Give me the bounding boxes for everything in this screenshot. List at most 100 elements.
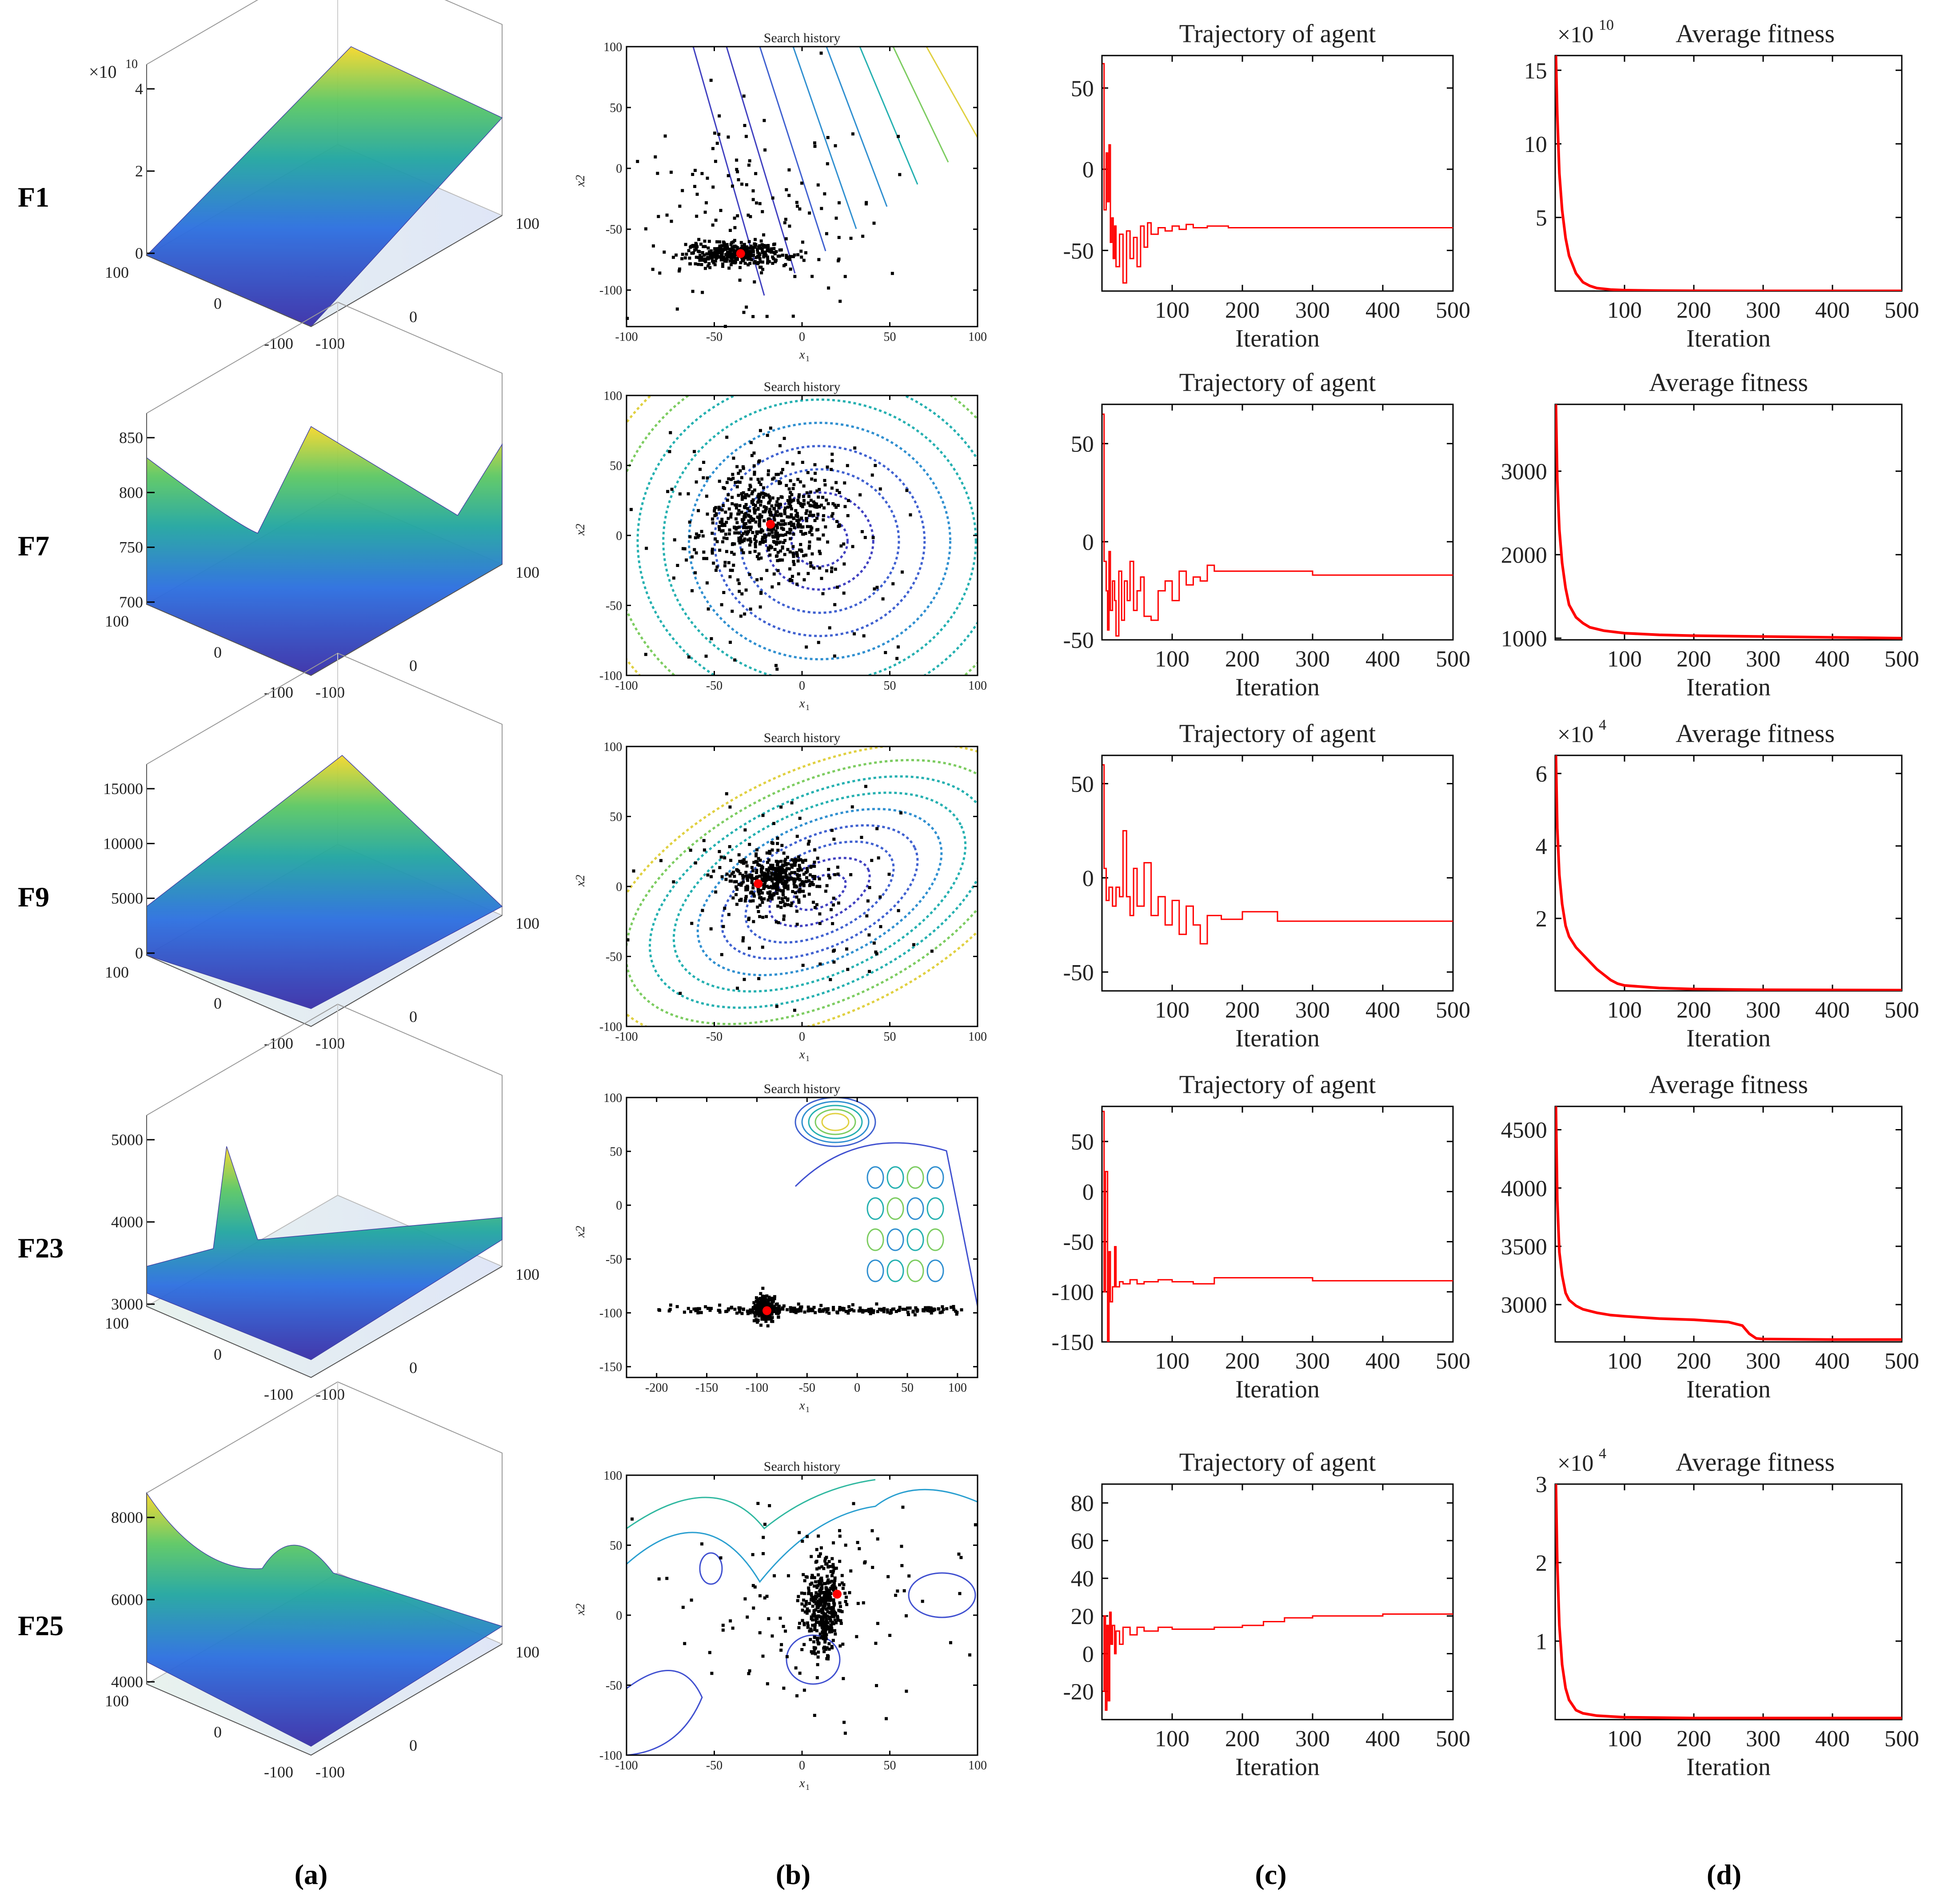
search-point [658,271,662,275]
search-point [760,247,764,251]
series-line [1102,1611,1453,1711]
search-point [770,585,774,589]
search-point [810,1573,814,1577]
search-point [832,1569,835,1573]
search-point [730,1305,734,1309]
search-point [823,1634,826,1637]
search-point [738,480,742,484]
search-point [719,855,723,859]
y-tick-label: 50 [1071,432,1094,457]
search-point [767,1298,770,1301]
search-point [801,240,804,244]
search-point [849,1569,853,1573]
search-point [742,94,746,98]
contour-line [926,1166,944,1189]
search-point [707,257,710,261]
search-point [735,485,739,489]
search-point [769,1312,773,1316]
search-point [738,1310,742,1314]
search-point [830,1624,833,1628]
search-point [813,848,817,852]
search-point [798,1621,801,1625]
search-point [748,254,752,258]
search-point [657,1308,661,1312]
x-axis-label: Iteration [1686,325,1771,352]
search-point [778,888,782,892]
search-point [786,461,789,464]
search-point [711,547,714,551]
search-point [806,525,809,528]
search-point [734,517,738,521]
search-point [785,1655,789,1658]
search-point [831,1615,834,1618]
search-point [818,1600,821,1603]
search-point [814,1614,817,1618]
search-point [837,1609,841,1612]
search-point [830,1646,834,1649]
search-point [723,524,727,527]
search-point [753,511,757,515]
search-point [689,1310,693,1313]
search-point [793,526,796,530]
search-point [822,1613,826,1617]
search-point [776,866,779,870]
search-point [777,1315,780,1319]
search-point [781,468,784,471]
search-point [761,877,765,881]
search-point [706,476,709,480]
search-point [726,250,729,254]
search-point [729,253,733,257]
surface-box-back [146,1003,503,1266]
search-point [788,495,792,499]
search-point [875,1684,878,1687]
contour-line [794,1098,876,1147]
search-point [806,1607,809,1611]
search-point [765,1294,769,1298]
search-point [811,883,815,886]
x-tick-label: 100 [1155,647,1190,672]
search-point [788,504,792,508]
search-point [802,495,805,498]
search-point [685,558,688,562]
search-point [834,1632,837,1636]
search-point [826,1654,830,1657]
search-point [804,1602,808,1606]
search-point [802,259,806,262]
search-point [678,267,682,271]
search-point [766,244,770,247]
search-point [829,978,832,982]
search-point [839,1621,843,1625]
search-point [849,873,853,877]
y-multiplier-exponent: 10 [1599,17,1614,33]
search-point [833,1579,837,1582]
y-tick-label: 100 [603,740,622,754]
search-point [816,1637,819,1640]
search-point [804,1575,808,1579]
surface-mesh [146,426,503,676]
chart-title: Search history [764,1459,840,1474]
search-history-F23-b: Search history-200 -150 -100 -50 0 50 100-150-… [574,1082,978,1414]
x-axis-label-sub: 1 [806,1405,810,1414]
search-point [741,259,745,262]
search-point [730,241,734,244]
search-point [782,1304,786,1308]
search-point [739,615,742,618]
search-point [764,506,768,509]
search-point [773,1574,776,1577]
search-point [729,251,732,255]
search-point [819,1304,823,1307]
search-point [756,262,759,265]
search-point [780,875,784,879]
search-point [830,1557,834,1561]
contour-line [821,1113,850,1131]
y-tick-label: -50 [606,1679,622,1692]
search-point [871,1565,874,1569]
search-point [698,259,702,262]
search-point [742,862,745,865]
plot-frame [1554,1483,1903,1720]
search-point [748,842,751,846]
search-point [830,1574,834,1577]
search-point [808,1602,811,1605]
search-point [776,514,779,517]
